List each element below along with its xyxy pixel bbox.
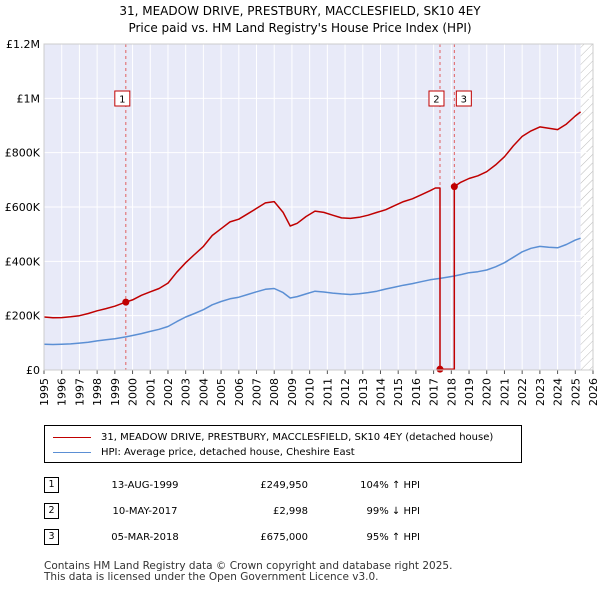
x-tick-label: 2019	[463, 378, 476, 406]
x-tick-label: 2008	[268, 378, 281, 406]
legend-hpi: HPI: Average price, detached house, Ches…	[53, 445, 355, 459]
x-tick-label: 2023	[534, 378, 547, 406]
x-tick-label: 2016	[410, 378, 423, 406]
x-tick-label: 1997	[73, 378, 86, 406]
x-tick-label: 2026	[587, 378, 600, 406]
x-tick-label: 1995	[38, 378, 51, 406]
chart-legend: 31, MEADOW DRIVE, PRESTBURY, MACCLESFIEL…	[44, 425, 522, 463]
x-tick-label: 2007	[251, 378, 264, 406]
x-tick-label: 2001	[144, 378, 157, 406]
chart-title: 31, MEADOW DRIVE, PRESTBURY, MACCLESFIEL…	[119, 4, 481, 18]
x-tick-label: 2012	[339, 378, 352, 406]
x-tick-label: 2011	[321, 378, 334, 406]
sale-hpi-change: 99% ↓ HPI	[366, 505, 420, 517]
sale-date: 13-AUG-1999	[111, 479, 179, 491]
sale-number: 3	[44, 529, 59, 545]
sales-row: 2 10-MAY-2017 £2,998 99% ↓ HPI	[44, 498, 420, 524]
sale-3-label: 3	[461, 95, 467, 106]
price-chart: 31, MEADOW DRIVE, PRESTBURY, MACCLESFIEL…	[5, 4, 600, 406]
x-tick-label: 2010	[304, 378, 317, 406]
x-tick-label: 2009	[286, 378, 299, 406]
legend-property-label: 31, MEADOW DRIVE, PRESTBURY, MACCLESFIEL…	[101, 431, 494, 443]
x-tick-label: 2024	[552, 378, 565, 406]
series-lines	[43, 111, 582, 370]
x-tick-label: 2002	[162, 378, 175, 406]
footer-line-1: Contains HM Land Registry data © Crown c…	[44, 560, 453, 572]
sales-table: 1 13-AUG-1999 £249,950 104% ↑ HPI 2 10-M…	[44, 472, 420, 550]
sale-price: £249,950	[260, 479, 308, 491]
x-axis-ticks: 1995 1996 1997 1998 1999 2000 2001 2002 2003 2004…	[38, 370, 600, 406]
x-tick-label: 2022	[516, 378, 529, 406]
y-tick-label: £0	[26, 364, 40, 377]
sale-hpi-change: 95% ↑ HPI	[366, 531, 420, 543]
property-series-line	[43, 111, 582, 370]
x-tick-label: 2020	[481, 378, 494, 406]
sale-number-boxes: 1 2 3	[114, 90, 472, 107]
sale-price: £2,998	[273, 505, 308, 517]
sales-row: 3 05-MAR-2018 £675,000 95% ↑ HPI	[44, 524, 420, 550]
sale-date: 10-MAY-2017	[112, 505, 178, 517]
sales-row: 1 13-AUG-1999 £249,950 104% ↑ HPI	[44, 472, 420, 498]
sale-2-box	[428, 90, 445, 107]
legend-hpi-swatch	[53, 451, 91, 453]
legend-hpi-label: HPI: Average price, detached house, Ches…	[101, 446, 355, 458]
x-tick-label: 2017	[428, 378, 441, 406]
y-tick-label: £1.2M	[6, 38, 40, 51]
legend-property: 31, MEADOW DRIVE, PRESTBURY, MACCLESFIEL…	[53, 430, 493, 444]
sale-number: 1	[44, 477, 59, 493]
y-tick-label: £1M	[17, 92, 41, 105]
sale-1-box	[114, 90, 131, 107]
x-tick-label: 2003	[180, 378, 193, 406]
x-tick-label: 2015	[392, 378, 405, 406]
y-tick-label: £600K	[5, 201, 41, 214]
sale-1-label: 1	[119, 95, 125, 106]
sale-price: £675,000	[260, 531, 308, 543]
x-tick-label: 2018	[445, 378, 458, 406]
sale-number: 2	[44, 503, 59, 519]
footer-notice: Contains HM Land Registry data © Crown c…	[44, 561, 452, 583]
sale-3-box	[455, 90, 472, 107]
x-tick-label: 2004	[197, 378, 210, 406]
sale-2-point	[436, 365, 444, 373]
plot-frame	[43, 43, 594, 371]
x-tick-label: 2025	[569, 378, 582, 406]
y-tick-label: £800K	[5, 147, 41, 160]
sale-hpi-change: 104% ↑ HPI	[360, 479, 420, 491]
hpi-series-line	[43, 237, 581, 346]
y-axis-ticks: £0 £200K £400K £600K £800K £1M £1.2M	[5, 38, 41, 377]
sale-3-point	[450, 183, 458, 191]
x-tick-label: 2014	[374, 378, 387, 406]
x-tick-label: 2013	[357, 378, 370, 406]
sale-points	[122, 183, 458, 373]
x-tick-label: 2006	[233, 378, 246, 406]
sale-2-label: 2	[433, 95, 439, 106]
x-tick-label: 2000	[127, 378, 140, 406]
sale-1-point	[122, 298, 130, 306]
x-tick-label: 1998	[91, 378, 104, 406]
y-tick-label: £400K	[5, 255, 41, 268]
footer-line-2: This data is licensed under the Open Gov…	[44, 571, 379, 583]
legend-property-swatch	[53, 436, 91, 438]
x-tick-label: 1996	[56, 378, 69, 406]
x-tick-label: 1999	[109, 378, 122, 406]
chart-subtitle: Price paid vs. HM Land Registry's House …	[128, 21, 471, 35]
x-tick-label: 2021	[498, 378, 511, 406]
x-tick-label: 2005	[215, 378, 228, 406]
sale-date: 05-MAR-2018	[111, 531, 179, 543]
y-tick-label: £200K	[5, 310, 41, 323]
